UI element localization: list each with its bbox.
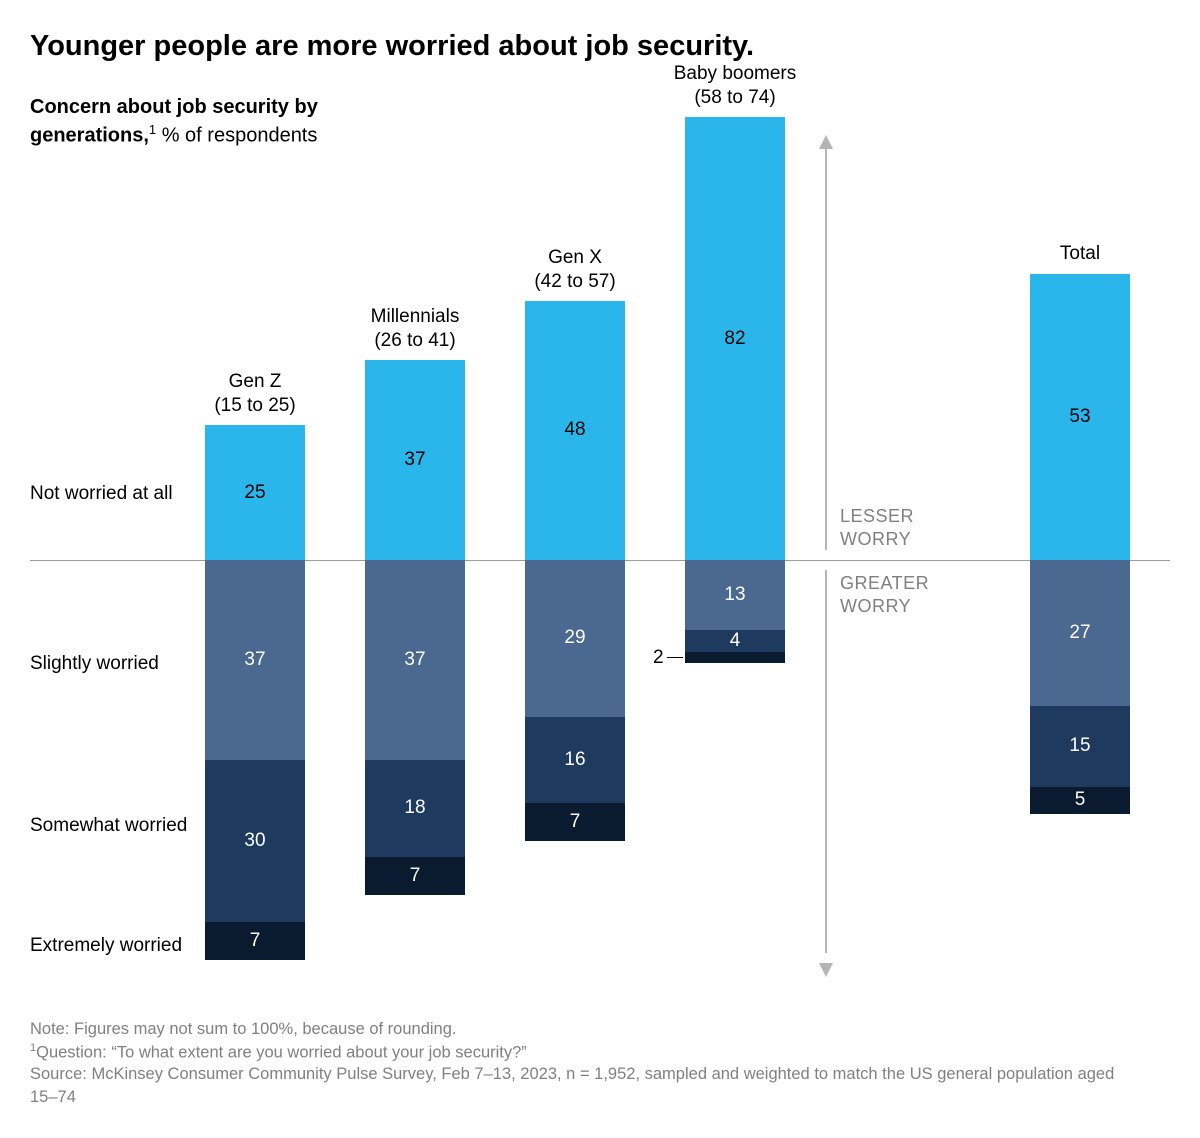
subtitle-unit: % of respondents	[156, 125, 317, 147]
lesser-worry-label: LESSERWORRY	[840, 505, 914, 550]
ext-label-boomers-extremely: 2	[653, 648, 664, 667]
seg-not-worried: 37	[365, 360, 465, 560]
footnotes: Note: Figures may not sum to 100%, becau…	[30, 1018, 1130, 1108]
seg-extremely	[685, 652, 785, 663]
chart-title: Younger people are more worried about jo…	[30, 28, 1170, 64]
seg-somewhat: 15	[1030, 706, 1130, 787]
seg-slightly: 27	[1030, 560, 1130, 706]
bar-genz: 25Gen Z(15 to 25)37307	[205, 155, 305, 985]
row-label-somewhat: Somewhat worried	[30, 815, 187, 838]
col-label-genz: Gen Z(15 to 25)	[175, 370, 335, 418]
footnote-note: Note: Figures may not sum to 100%, becau…	[30, 1018, 1130, 1040]
seg-slightly: 37	[365, 560, 465, 760]
bar-millennial: 37Millennials(26 to 41)37187	[365, 155, 465, 985]
seg-not-worried: 48	[525, 301, 625, 560]
seg-somewhat: 30	[205, 760, 305, 922]
chart-area: Not worried at all Slightly worried Somewh…	[30, 155, 1170, 985]
seg-not-worried: 82	[685, 117, 785, 560]
row-label-extremely: Extremely worried	[30, 935, 182, 958]
footnote-source: Source: McKinsey Consumer Community Puls…	[30, 1063, 1130, 1108]
bar-boomers: 82Baby boomers(58 to 74)134	[685, 155, 785, 985]
col-label-total: Total	[1000, 242, 1160, 266]
seg-somewhat: 18	[365, 760, 465, 857]
seg-extremely: 5	[1030, 787, 1130, 814]
seg-extremely: 7	[205, 922, 305, 960]
seg-not-worried: 25	[205, 425, 305, 560]
seg-slightly: 37	[205, 560, 305, 760]
seg-extremely: 7	[525, 803, 625, 841]
seg-somewhat: 16	[525, 717, 625, 803]
seg-slightly: 13	[685, 560, 785, 630]
row-label-slightly: Slightly worried	[30, 653, 159, 676]
seg-somewhat: 4	[685, 630, 785, 652]
seg-slightly: 29	[525, 560, 625, 717]
col-label-millennial: Millennials(26 to 41)	[335, 305, 495, 353]
row-label-not_worried: Not worried at all	[30, 483, 173, 506]
chart-subtitle: Concern about job security by generation…	[30, 94, 350, 150]
col-label-boomers: Baby boomers(58 to 74)	[655, 62, 815, 110]
bar-total: 53Total27155	[1030, 155, 1130, 985]
bar-genx: 48Gen X(42 to 57)29167	[525, 155, 625, 985]
footnote-question: 1Question: “To what extent are you worri…	[30, 1041, 1130, 1064]
seg-not-worried: 53	[1030, 274, 1130, 560]
col-label-genx: Gen X(42 to 57)	[495, 246, 655, 294]
seg-extremely: 7	[365, 857, 465, 895]
greater-worry-label: GREATERWORRY	[840, 572, 929, 617]
